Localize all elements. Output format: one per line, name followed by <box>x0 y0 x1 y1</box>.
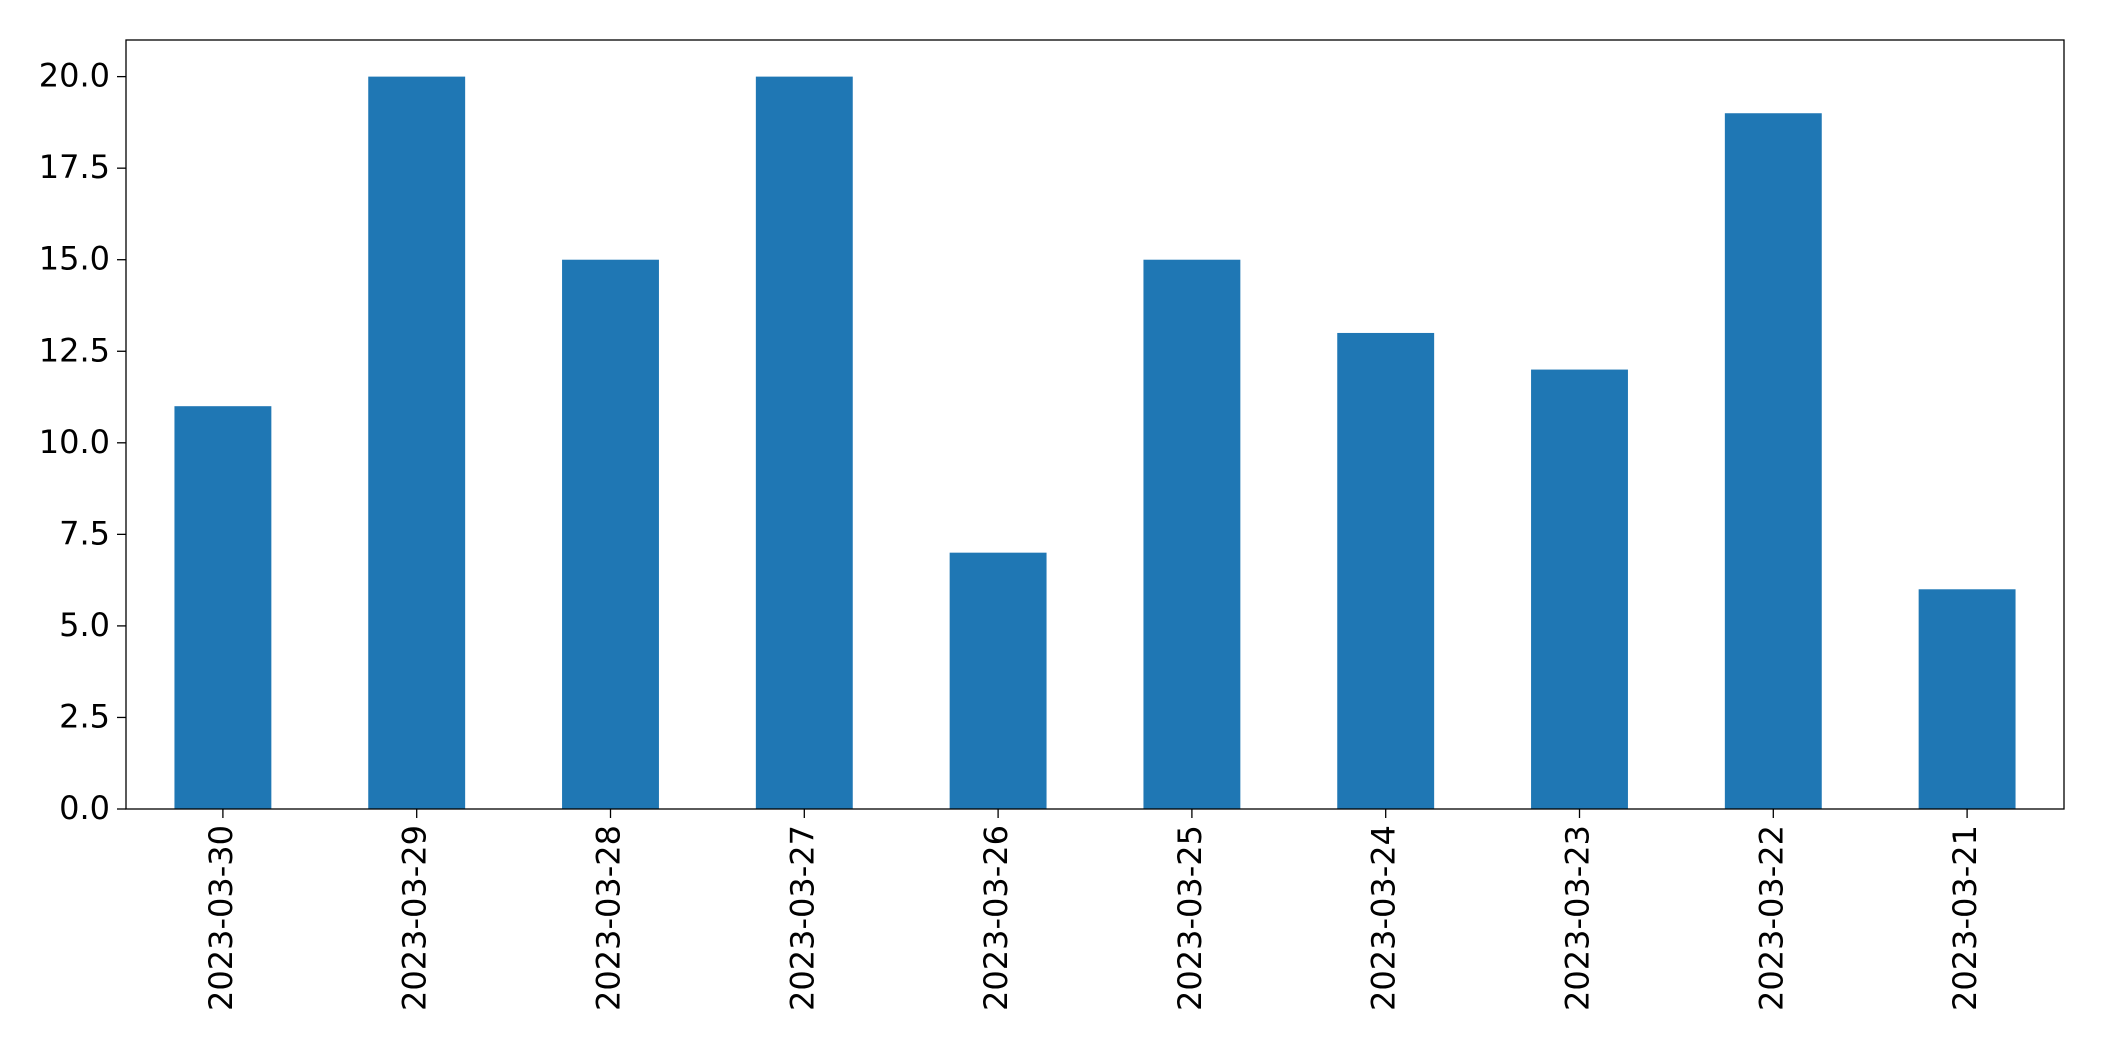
x-tick-label: 2023-03-28 <box>590 825 628 1011</box>
x-tick-label: 2023-03-25 <box>1171 825 1209 1011</box>
y-tick-label: 7.5 <box>59 514 110 552</box>
bar <box>1143 259 1241 809</box>
plot-frame <box>125 39 2065 810</box>
x-tick-label: 2023-03-29 <box>396 825 434 1011</box>
y-tick-label: 20.0 <box>39 57 110 95</box>
bar <box>1531 369 1628 809</box>
bar <box>562 259 659 809</box>
bar <box>1724 113 1822 809</box>
y-tick-label: 17.5 <box>39 148 110 186</box>
y-tick-label: 15.0 <box>39 240 110 278</box>
bar <box>368 76 466 810</box>
y-tick-label: 0.0 <box>59 789 110 827</box>
x-tick-label: 2023-03-27 <box>783 825 821 1011</box>
bar <box>1337 332 1435 809</box>
x-tick-label: 2023-03-24 <box>1365 825 1403 1011</box>
x-tick-label: 2023-03-26 <box>977 825 1015 1011</box>
y-tick-label: 12.5 <box>39 331 110 369</box>
x-tick-label: 2023-03-22 <box>1752 825 1790 1011</box>
y-tick-label: 10.0 <box>39 423 110 461</box>
y-tick-label: 2.5 <box>59 697 110 735</box>
bar <box>755 76 853 810</box>
bar <box>949 552 1047 809</box>
bar <box>1918 589 2016 809</box>
x-tick-label: 2023-03-30 <box>202 825 240 1011</box>
y-tick-label: 5.0 <box>59 606 110 644</box>
x-tick-label: 2023-03-23 <box>1559 825 1597 1011</box>
bar <box>174 406 272 809</box>
x-tick-label: 2023-03-21 <box>1946 825 1984 1011</box>
